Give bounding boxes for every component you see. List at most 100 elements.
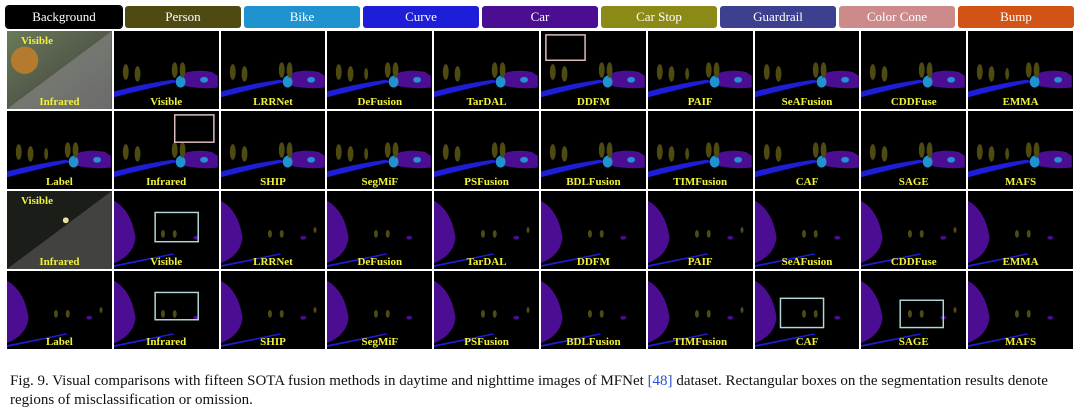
tile-r0-ddfm: DDFM (540, 30, 647, 110)
method-label: DeFusion (357, 96, 403, 108)
legend-item-guardrail: Guardrail (720, 6, 836, 28)
tile-r3-caf: CAF (753, 270, 861, 350)
segmentation-image (434, 62, 539, 98)
class-legend: Background Person Bike Curve Car Car Stop Guar… (5, 5, 1074, 29)
tile-r2-infrared: Visible Infrared (6, 190, 113, 270)
method-label: Visible (150, 256, 183, 268)
tile-r3-infrared: Infrared (112, 270, 220, 350)
segmentation-image (968, 200, 1054, 268)
tile-r3-psfusion: PSFusion (433, 270, 540, 350)
segmentation-image (113, 280, 200, 348)
segmentation-image (541, 34, 645, 98)
tile-r3-timfusion: TIMFusion (646, 270, 754, 350)
tile-r2-ddfm: DDFM (540, 190, 647, 270)
segmentation-image (754, 62, 859, 98)
segmentation-image (327, 200, 413, 268)
tile-r0-cddfuse: CDDFuse (860, 30, 968, 110)
segmentation-image (113, 200, 200, 268)
method-label: CAF (795, 336, 819, 348)
segmentation-image (861, 62, 966, 98)
method-label: EMMA (1002, 256, 1039, 268)
method-label: SHIP (260, 336, 286, 348)
tile-r2-emma: EMMA (967, 190, 1074, 270)
method-label: Infrared (39, 96, 80, 108)
segmentation-image (7, 142, 111, 178)
tile-r2-paif: PAIF (646, 190, 754, 270)
tile-r0-tardal: TarDAL (433, 30, 540, 110)
method-label: PSFusion (464, 176, 509, 188)
citation-link[interactable]: [48] (647, 373, 673, 389)
tile-r3-sage: SAGE (860, 270, 968, 350)
method-label: SeAFusion (781, 256, 833, 268)
segmentation-image (113, 62, 218, 98)
comparison-grid: Visible Infrared Visible LRRNet DeFusion TarD… (6, 30, 1074, 350)
segmentation-image (220, 62, 325, 98)
segmentation-image (968, 142, 1073, 178)
tile-r3-segmif: SegMiF (326, 270, 434, 350)
method-label: PAIF (687, 96, 713, 108)
figure-caption: Fig. 9. Visual comparisons with fifteen … (10, 372, 1074, 410)
method-label: Label (45, 336, 73, 348)
segmentation-image (754, 142, 859, 178)
tile-r1-infrared: Infrared (112, 110, 220, 190)
legend-item-car: Car (482, 6, 598, 28)
tile-r1-ship: SHIP (219, 110, 327, 190)
method-label: TIMFusion (673, 336, 728, 348)
method-label: DeFusion (357, 256, 403, 268)
segmentation-image (968, 280, 1054, 348)
method-label: BDLFusion (566, 336, 621, 348)
corner-label: Visible (21, 195, 53, 207)
tile-r3-bdlfusion: BDLFusion (540, 270, 647, 350)
method-label: Infrared (146, 336, 187, 348)
tile-r1-mafs: MAFS (967, 110, 1074, 190)
segmentation-image (7, 31, 112, 109)
method-label: TIMFusion (673, 176, 728, 188)
segmentation-image (968, 62, 1073, 98)
tile-r1-timfusion: TIMFusion (646, 110, 754, 190)
legend-item-color-cone: Color Cone (839, 6, 955, 28)
segmentation-image (7, 280, 103, 348)
legend-item-bike: Bike (244, 6, 360, 28)
method-label: EMMA (1002, 96, 1039, 108)
segmentation-image (220, 280, 317, 348)
segmentation-image (220, 142, 325, 178)
method-label: SeAFusion (781, 96, 833, 108)
segmentation-image (647, 62, 752, 98)
caption-text-end: dataset. Rectangular boxes on the segmen… (10, 373, 1048, 408)
method-label: SegMiF (361, 176, 399, 188)
segmentation-image (327, 280, 413, 348)
tile-r0-visible: Visible (112, 30, 220, 110)
method-label: Visible (150, 96, 183, 108)
method-label: DDFM (576, 96, 610, 108)
tile-r0-defusion: DeFusion (326, 30, 434, 110)
method-label: CDDFuse (890, 256, 937, 268)
method-label: CAF (795, 176, 819, 188)
tile-r3-ship: SHIP (219, 270, 327, 350)
method-label: Label (45, 176, 73, 188)
tile-r2-defusion: DeFusion (326, 190, 434, 270)
segmentation-image (541, 280, 627, 348)
method-label: TarDAL (466, 256, 507, 268)
method-label: PAIF (687, 256, 713, 268)
legend-item-car-stop: Car Stop (601, 6, 717, 28)
corner-label: Visible (21, 35, 53, 47)
segmentation-image (220, 200, 317, 268)
method-label: BDLFusion (566, 176, 621, 188)
method-label: MAFS (1005, 336, 1037, 348)
method-label: LRRNet (253, 256, 293, 268)
tile-r1-psfusion: PSFusion (433, 110, 540, 190)
legend-item-background: Background (5, 5, 123, 29)
method-label: SAGE (898, 336, 929, 348)
method-label: CDDFuse (890, 96, 937, 108)
method-label: LRRNet (253, 96, 293, 108)
method-label: Infrared (146, 176, 187, 188)
tile-r3-label: Label (6, 270, 113, 350)
tile-r2-lrrnet: LRRNet (219, 190, 327, 270)
method-label: SHIP (260, 176, 286, 188)
legend-item-bump: Bump (958, 6, 1074, 28)
tile-r2-tardal: TarDAL (433, 190, 540, 270)
segmentation-image (327, 142, 432, 178)
segmentation-image (754, 200, 840, 268)
tile-r2-seafusion: SeAFusion (753, 190, 861, 270)
segmentation-image (861, 200, 957, 268)
